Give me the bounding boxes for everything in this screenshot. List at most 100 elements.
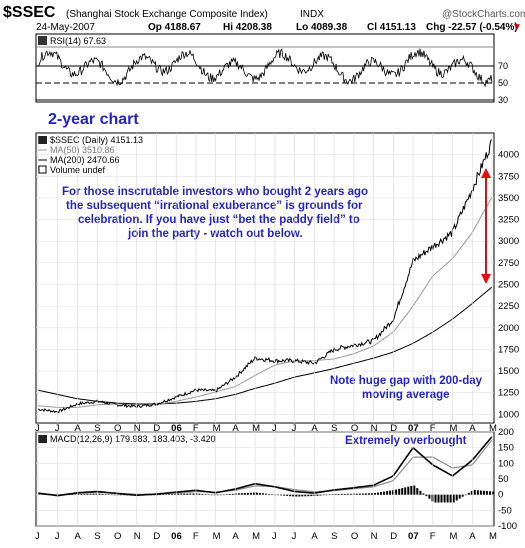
- x-label-price-21: M: [450, 423, 458, 434]
- x-label-bottom-5: N: [134, 531, 141, 542]
- rsi-label: RSI(14) 67.63: [50, 36, 106, 46]
- macd-hist-bar-129: [428, 494, 431, 499]
- macd-hist-bar-97: [331, 494, 334, 495]
- macd-hist-bar-121: [404, 487, 407, 495]
- macd-hist-bar-15: [83, 493, 86, 495]
- macd-hist-bar-64: [231, 493, 234, 495]
- annotation-line-1: For those inscrutable investors who boug…: [62, 186, 368, 198]
- macd-hist-bar-58: [213, 494, 216, 496]
- annotation-line-2: the subsequent “irrational exuberance” i…: [66, 200, 363, 212]
- rsi-legend-swatch: [38, 36, 47, 45]
- price-tick-0: 4000: [498, 150, 519, 161]
- watermark: @StockCharts.com: [442, 9, 525, 20]
- macd-hist-bar-80: [280, 494, 283, 496]
- macd-hist-bar-50: [189, 493, 192, 495]
- macd-hist-bar-84: [292, 494, 295, 497]
- price-gridlines: [36, 154, 494, 415]
- x-label-bottom-0: J: [35, 531, 40, 542]
- price-tick-10: 1500: [498, 366, 519, 377]
- macd-hist-bar-11: [71, 494, 74, 495]
- x-label-price-6: D: [153, 423, 160, 434]
- macd-hist-bar-19: [95, 493, 98, 495]
- high-value: Hi 4208.38: [223, 22, 272, 33]
- macd-tick-0: 200: [498, 427, 514, 438]
- macd-hist-bar-139: [458, 494, 461, 499]
- x-label-price-0: J: [35, 423, 40, 434]
- price-tick-9: 1750: [498, 344, 519, 355]
- symbol-title: $SSEC: [3, 4, 56, 21]
- x-label-price-22: A: [469, 423, 476, 434]
- macd-hist-bar-141: [464, 494, 467, 496]
- macd-hist-bar-47: [180, 493, 183, 495]
- price-tick-6: 2500: [498, 279, 519, 290]
- x-label-price-14: A: [311, 423, 318, 434]
- macd-hist-bar-40: [159, 494, 162, 495]
- macd-hist-bar-23: [107, 494, 110, 495]
- macd-hist-bar-116: [389, 490, 392, 495]
- macd-hist-bar-52: [195, 493, 198, 495]
- x-label-bottom-3: S: [94, 531, 100, 542]
- x-label-price-16: O: [351, 423, 358, 434]
- legend-price: $SSEC (Daily) 4151.13: [50, 135, 143, 145]
- month-gridlines: [37, 133, 493, 526]
- macd-hist-bar-102: [346, 493, 349, 495]
- macd-hist-bar-114: [383, 491, 385, 495]
- macd-hist-bar-44: [171, 494, 174, 495]
- macd-tick-5: -50: [498, 505, 512, 516]
- x-label-bottom-14: A: [311, 531, 318, 542]
- change-value: Chg -22.57 (-0.54%): [426, 22, 518, 33]
- x-axis-labels-price: J J A S O N D 06 F M A M J J A S O N D 07 F M A M: [35, 423, 497, 434]
- macd-hist-bar-131: [434, 494, 437, 503]
- macd-hist-bar-103: [349, 493, 352, 495]
- x-label-bottom-17: N: [371, 531, 378, 542]
- x-label-price-18: D: [390, 423, 397, 434]
- macd-hist-bar-74: [262, 493, 264, 495]
- price-panel: 4000 3750 3500 3250 3000 2750 2500 2250 2000 1750…: [35, 132, 519, 424]
- x-label-bottom-4: O: [114, 531, 121, 542]
- macd-hist-bar-26: [116, 494, 119, 496]
- gap-note-line-2: moving average: [362, 389, 450, 401]
- macd-hist-bar-136: [449, 494, 452, 503]
- macd-hist-bar-55: [204, 494, 207, 495]
- macd-hist-bar-105: [355, 493, 358, 495]
- gap-arrow-head-up: [481, 168, 491, 178]
- macd-hist-bar-61: [222, 494, 225, 496]
- macd-hist-bar-56: [207, 494, 210, 495]
- x-label-bottom-20: F: [430, 531, 436, 542]
- rsi-tick-70: 70: [498, 61, 508, 71]
- macd-hist-bar-53: [198, 493, 201, 495]
- macd-hist-bar-124: [413, 485, 416, 495]
- macd-hist-bar-143: [470, 490, 473, 495]
- x-label-bottom-1: J: [55, 531, 60, 542]
- macd-hist-bar-42: [165, 494, 168, 495]
- x-label-bottom-12: J: [272, 531, 277, 542]
- macd-hist-bar-111: [374, 493, 376, 495]
- macd-hist-bar-108: [364, 493, 367, 495]
- price-legend-swatch: [38, 136, 47, 144]
- macd-hist-bar-70: [249, 492, 252, 495]
- macd-hist-bar-134: [443, 494, 446, 503]
- macd-hist-bar-89: [307, 494, 310, 497]
- open-value: Op 4188.67: [148, 22, 201, 33]
- rsi-tick-50: 50: [498, 78, 508, 88]
- x-label-bottom-13: J: [292, 531, 297, 542]
- ma50-series-line: [37, 196, 493, 408]
- price-tick-4: 3000: [498, 236, 519, 247]
- macd-hist-bar-27: [119, 494, 122, 496]
- x-label-bottom-22: A: [469, 531, 476, 542]
- x-label-price-19: 07: [408, 423, 419, 434]
- macd-hist-bar-65: [234, 493, 237, 495]
- x-label-price-15: S: [331, 423, 337, 434]
- x-label-bottom-23: M: [489, 531, 497, 542]
- x-label-bottom-7: 06: [171, 531, 182, 542]
- macd-hist-bar-87: [301, 494, 304, 497]
- macd-hist-bar-18: [92, 493, 95, 495]
- macd-hist-bar-110: [370, 493, 373, 495]
- macd-hist-bar-49: [186, 493, 189, 495]
- macd-hist-bar-150: [492, 491, 494, 495]
- macd-hist-bar-146: [479, 490, 482, 495]
- macd-hist-bar-72: [255, 492, 258, 495]
- macd-hist-bar-85: [295, 494, 298, 497]
- macd-label: MACD(12,26,9) 179.983, 183.403, -3.420: [50, 434, 216, 444]
